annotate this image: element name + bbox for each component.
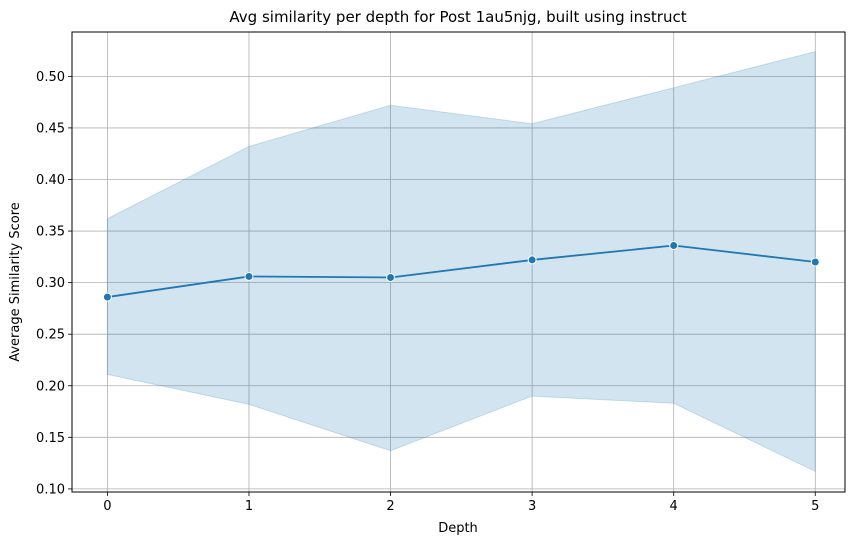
ci-band-area (106, 50, 816, 473)
y-tick-label: 0.10 (36, 482, 65, 497)
data-point (386, 272, 396, 282)
y-tick-label: 0.25 (36, 328, 65, 343)
y-axis-ticks: 0.10 0.15 0.20 0.25 0.30 0.35 0.40 0.45 0.50 (36, 70, 72, 497)
x-tick-label: 1 (245, 499, 253, 514)
confidence-band (106, 50, 816, 473)
x-tick-label: 0 (103, 499, 111, 514)
y-tick-label: 0.30 (36, 276, 65, 291)
data-point (102, 292, 112, 302)
y-tick-label: 0.40 (36, 173, 65, 188)
chart-title: Avg similarity per depth for Post 1au5nj… (229, 8, 686, 26)
data-point (244, 271, 254, 281)
y-axis-label: Average Similarity Score (8, 202, 23, 362)
data-points (102, 240, 820, 302)
data-point (810, 257, 820, 267)
x-tick-label: 4 (670, 499, 678, 514)
plot-frame (71, 31, 846, 493)
data-point (669, 240, 679, 250)
y-tick-label: 0.50 (36, 70, 65, 85)
y-tick-label: 0.15 (36, 431, 65, 446)
x-axis-ticks: 0 1 2 3 4 5 (103, 492, 819, 514)
x-tick-label: 5 (811, 499, 819, 514)
y-tick-label: 0.45 (36, 121, 65, 136)
x-tick-label: 3 (528, 499, 536, 514)
x-axis-label: Depth (438, 521, 478, 536)
y-tick-label: 0.35 (36, 225, 65, 240)
y-tick-label: 0.20 (36, 379, 65, 394)
mean-line (107, 244, 816, 298)
data-point (527, 255, 537, 265)
series-line (107, 244, 816, 298)
x-tick-label: 2 (386, 499, 394, 514)
